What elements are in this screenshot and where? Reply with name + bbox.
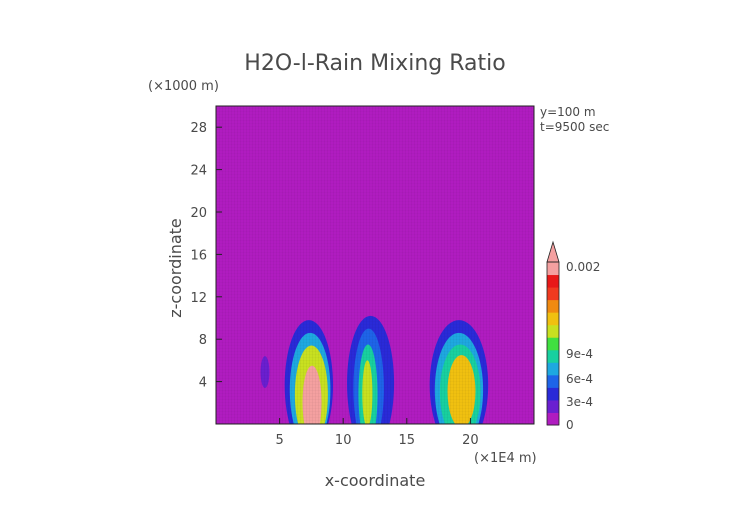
colorbar-segment-6 <box>547 337 559 351</box>
x-tick-label-1: 10 <box>335 433 352 448</box>
colorbar-segment-2 <box>547 387 559 401</box>
y-tick-label-6: 28 <box>190 121 207 136</box>
colorbar-segment-9 <box>547 299 559 313</box>
y-tick-label-0: 4 <box>199 376 207 391</box>
colorbar-segment-5 <box>547 349 559 363</box>
hatch-overlay <box>216 106 534 424</box>
colorbar-segment-1 <box>547 399 559 413</box>
x-tick-label-2: 15 <box>399 433 416 448</box>
colorbar-extension-arrow <box>546 240 560 263</box>
colorbar-segment-11 <box>547 274 559 288</box>
plot-frame <box>215 105 535 425</box>
y-tick-label-4: 20 <box>190 206 207 221</box>
y-tick-label-3: 16 <box>190 248 207 263</box>
colorbar-segment-0 <box>547 412 559 426</box>
y-tick-label-5: 24 <box>190 164 207 179</box>
colorbar-label-0: 0 <box>566 418 574 432</box>
annotation-y: y=100 m <box>540 105 596 119</box>
y-tick-label-2: 12 <box>190 291 207 306</box>
chart-title: H2O-l-Rain Mixing Ratio <box>244 51 505 76</box>
colorbar-frame <box>546 261 560 426</box>
y-unit-label: (×1000 m) <box>148 79 219 94</box>
y-axis-label: z-coordinate <box>166 218 185 318</box>
colorbar-segment-7 <box>547 324 559 338</box>
x-tick-label-0: 5 <box>275 433 283 448</box>
plot-area <box>216 106 534 424</box>
y-tick-label-1: 8 <box>199 333 207 348</box>
colorbar-segment-8 <box>547 312 559 326</box>
x-axis: 5 10 15 20 <box>275 418 479 448</box>
colorbar-segment-3 <box>547 374 559 388</box>
colorbar-segment-4 <box>547 362 559 376</box>
x-unit-label: (×1E4 m) <box>474 451 537 466</box>
colorbar-label-3: 9e-4 <box>566 347 593 361</box>
colorbar: 0 3e-4 6e-4 9e-4 0.002 <box>546 240 600 432</box>
annotation-t: t=9500 sec <box>540 120 609 134</box>
colorbar-label-2: 6e-4 <box>566 372 593 386</box>
y-axis: 4 8 12 16 20 24 28 <box>190 121 222 391</box>
x-tick-label-3: 20 <box>462 433 479 448</box>
colorbar-segment-12 <box>547 262 559 276</box>
colorbar-label-4: 0.002 <box>566 260 600 274</box>
x-axis-label: x-coordinate <box>325 471 426 490</box>
colorbar-label-1: 3e-4 <box>566 395 593 409</box>
colorbar-segment-10 <box>547 287 559 301</box>
